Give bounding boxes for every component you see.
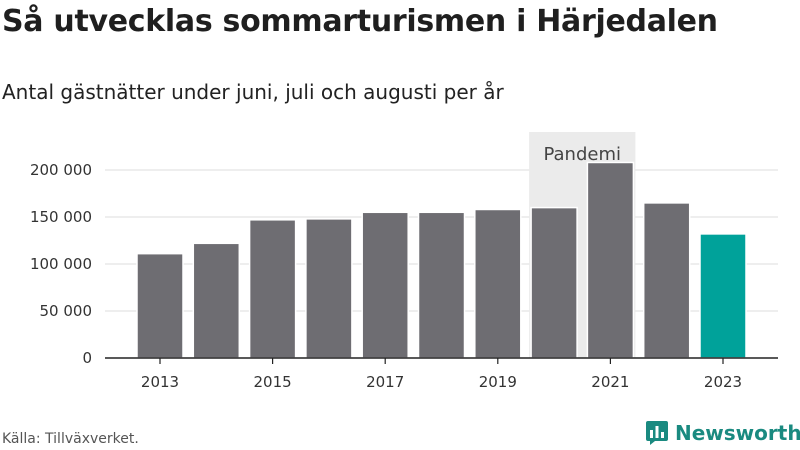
pandemic-label: Pandemi	[543, 144, 621, 165]
bar-2020	[530, 206, 578, 359]
y-tick-label: 150 000	[30, 208, 92, 226]
x-tick-label: 2017	[366, 373, 404, 391]
chart-title: Så utvecklas sommarturismen i Härjedalen	[2, 4, 718, 39]
brand-logo[interactable]: Newsworthy	[645, 419, 800, 447]
x-tick-label: 2015	[254, 373, 292, 391]
source-note: Källa: Tillväxverket.	[2, 431, 139, 447]
bar-2018	[417, 211, 466, 359]
bar-2014	[192, 242, 241, 359]
y-tick-label: 100 000	[30, 255, 92, 273]
y-tick-label: 50 000	[40, 302, 93, 320]
newsworthy-logo-icon	[646, 421, 668, 445]
bar-2022	[642, 202, 691, 359]
chart-subtitle: Antal gästnätter under juni, juli och au…	[2, 80, 504, 104]
bar-2023	[699, 233, 747, 359]
bar-2021	[586, 161, 635, 359]
bars	[136, 161, 747, 359]
bar-2017	[361, 211, 409, 359]
y-axis-ticks: 0 50 000 100 000 150 000 200 000	[30, 161, 92, 367]
bar-2015	[248, 219, 297, 359]
x-axis-ticks: 2013 2015 2017 2019 2021 2023	[141, 358, 742, 391]
bar-2019	[474, 208, 522, 359]
brand-name: Newsworthy	[675, 421, 800, 445]
x-tick-label: 2023	[704, 373, 742, 391]
bar-2016	[305, 218, 353, 359]
y-tick-label: 0	[82, 349, 92, 367]
y-tick-label: 200 000	[30, 161, 92, 179]
x-tick-label: 2021	[591, 373, 629, 391]
x-tick-label: 2019	[479, 373, 517, 391]
bar-2013	[136, 252, 184, 359]
x-tick-label: 2013	[141, 373, 179, 391]
